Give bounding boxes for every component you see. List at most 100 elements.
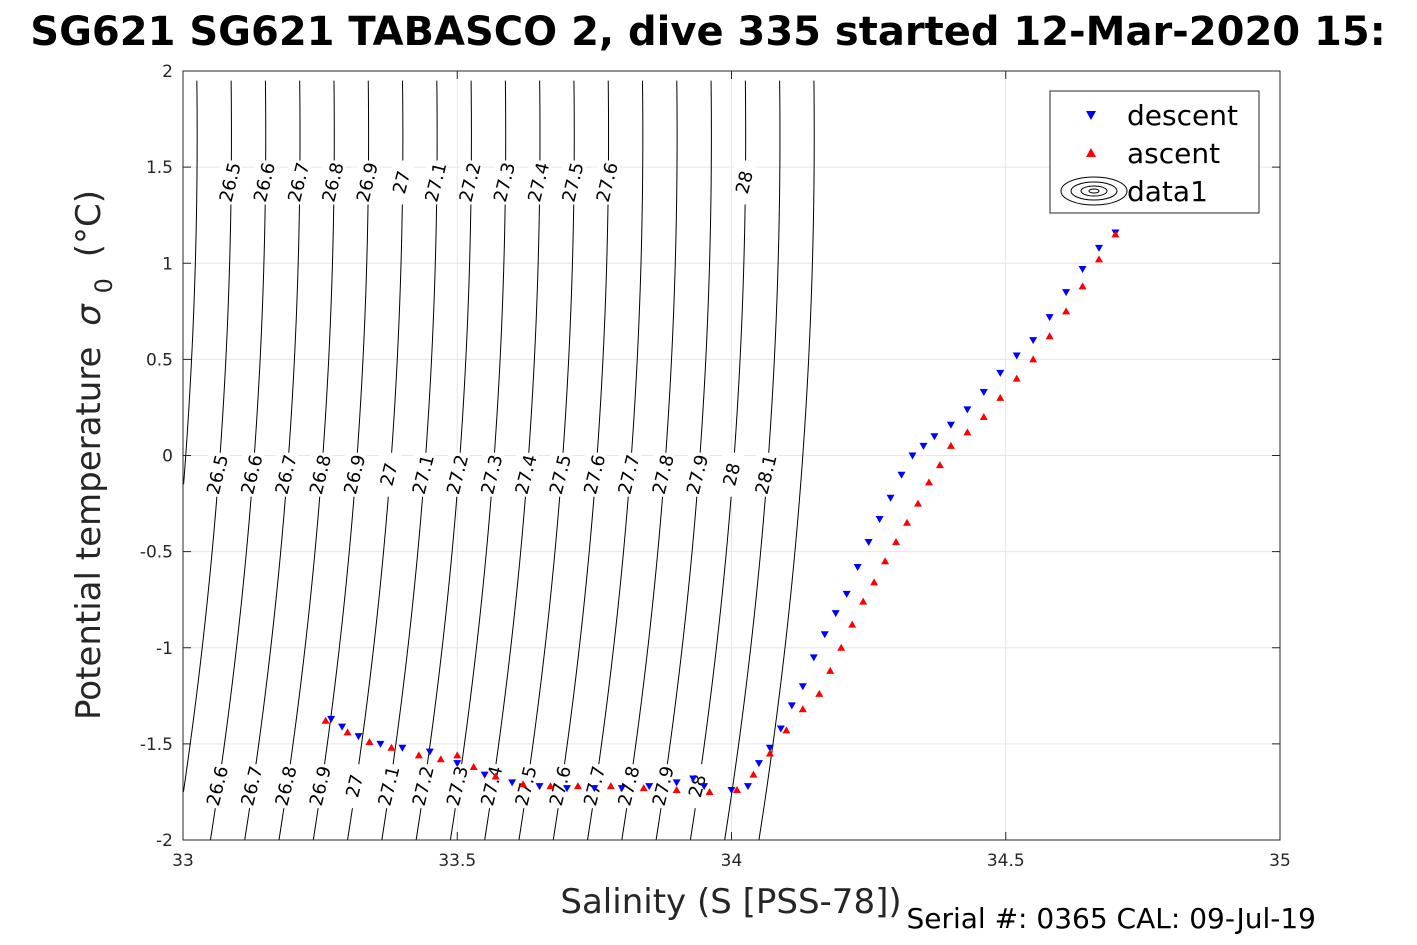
legend-item-ascent: ascent (1086, 137, 1220, 170)
contour-label-mask (276, 452, 299, 497)
contour-label-mask (584, 452, 607, 497)
y-axis-label: Potential temperature σ 0 (°C) (69, 190, 121, 720)
descent-point (798, 683, 807, 691)
descent-point (376, 740, 385, 748)
ascent-point (963, 428, 972, 436)
descent-point (809, 654, 818, 662)
descent-point (327, 715, 336, 723)
contour-label-mask (653, 452, 676, 497)
contour-label-mask (516, 452, 539, 497)
contour-label-mask (550, 764, 573, 809)
descent-point (645, 783, 654, 791)
contour-label-mask (378, 764, 401, 809)
descent-series (327, 229, 1120, 795)
ascent-point (881, 557, 890, 565)
x-axis-label: Salinity (S [PSS-78]) (560, 882, 901, 922)
legend-item-data1: data1 (1060, 175, 1208, 208)
descent-point (689, 775, 698, 783)
y-axis-label-symbol: σ (69, 303, 109, 326)
descent-point (535, 783, 544, 791)
ascent-point (436, 755, 445, 763)
y-tick-label: 0 (162, 447, 173, 467)
contour-label-mask (618, 764, 641, 809)
x-axis-ticks: 33 33.5 34 34.5 35 (172, 71, 1291, 871)
contour-label-mask (481, 452, 504, 497)
contour-label-mask (391, 160, 414, 205)
descent-point (897, 471, 906, 479)
descent-point (398, 744, 407, 752)
contour-label-mask (563, 160, 586, 205)
ascent-point (996, 393, 1005, 401)
descent-marker-icon (1086, 111, 1096, 120)
descent-point (864, 539, 873, 547)
descent-point (831, 610, 840, 618)
ascent-point (892, 538, 901, 546)
contour-label-mask (447, 452, 470, 497)
contour-label-mask (357, 160, 380, 205)
y-tick-label: 1 (162, 254, 173, 274)
descent-point (886, 494, 895, 502)
ascent-point (870, 578, 879, 586)
descent-point (908, 452, 917, 460)
contour-label-mask (344, 764, 367, 809)
legend-item-descent: descent (1086, 99, 1238, 132)
ascent-point (946, 441, 955, 449)
descent-point (963, 406, 972, 414)
ascent-point (815, 689, 824, 697)
y-tick-label: 2 (162, 62, 173, 82)
descent-point (776, 725, 785, 733)
ascent-point (672, 786, 681, 794)
contour-label-mask (528, 160, 551, 205)
y-axis-label-subscript: 0 (90, 278, 118, 293)
ascent-point (749, 770, 758, 778)
y-tick-label: -2 (156, 831, 173, 851)
ascent-point (924, 478, 933, 486)
isopycnal-line (183, 80, 198, 485)
descent-point (919, 442, 928, 450)
ascent-point (782, 726, 791, 734)
descent-point (754, 760, 763, 768)
ascent-point (1094, 255, 1103, 263)
contour-label-mask (241, 764, 264, 809)
contour-label-mask (550, 452, 573, 497)
ascent-point (826, 666, 835, 674)
contour-label-mask (207, 764, 230, 809)
descent-point (743, 783, 752, 791)
descent-point (508, 779, 517, 787)
contour-label-mask (481, 764, 504, 809)
descent-point (930, 433, 939, 441)
ascent-point (639, 784, 648, 792)
contour-label-mask (344, 452, 367, 497)
descent-point (1094, 244, 1103, 252)
chart-title: SG621 SG621 TABASCO 2, dive 335 started … (30, 9, 1385, 55)
descent-point (1078, 266, 1087, 274)
y-axis-label-unit: (°C) (69, 190, 109, 257)
ascent-point (519, 780, 528, 788)
ascent-point (469, 762, 478, 770)
ascent-point (765, 749, 774, 757)
ascent-point (1012, 374, 1021, 382)
contour-label-mask (413, 452, 436, 497)
x-tick-label: 33.5 (438, 851, 476, 871)
descent-point (1062, 289, 1071, 297)
ascent-series (321, 230, 1120, 795)
ascent-point (365, 737, 374, 745)
descent-point (672, 779, 681, 787)
contour-label-mask (734, 160, 757, 205)
contour-label-mask (687, 764, 710, 809)
descent-point (480, 771, 489, 779)
descent-point (996, 369, 1005, 377)
ascent-point (606, 782, 615, 790)
contour-ellipses-icon (1060, 176, 1128, 206)
y-axis-ticks: -2 -1.5 -1 -0.5 0 0.5 1 1.5 2 (140, 62, 1280, 851)
ascent-point (573, 782, 582, 790)
descent-point (354, 733, 363, 741)
contour-label-mask (379, 452, 402, 497)
legend-label-ascent: ascent (1127, 137, 1220, 170)
descent-point (787, 702, 796, 710)
contour-label-mask (254, 160, 277, 205)
descent-point (875, 515, 884, 523)
ascent-point (903, 518, 912, 526)
contour-label-mask (413, 764, 436, 809)
descent-point (617, 785, 626, 793)
